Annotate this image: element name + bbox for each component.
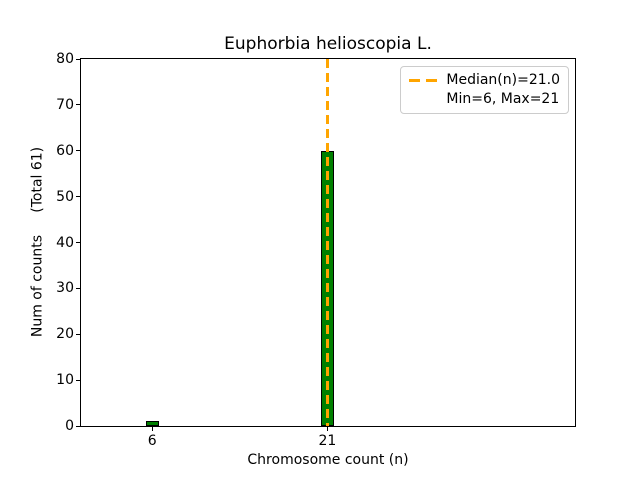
y-tick-mark [76,150,80,152]
y-tick-mark [76,287,80,289]
y-tick-label: 50 [56,188,74,205]
y-tick-label: 60 [56,142,74,159]
legend-row-median: Median(n)=21.0 [409,71,560,90]
median-dashed-line-icon [409,79,438,82]
y-tick-mark [76,379,80,381]
y-tick-label: 20 [56,326,74,343]
legend-label-minmax: Min=6, Max=21 [446,91,560,107]
x-tick-label: 6 [147,433,157,449]
x-tick-mark [151,427,153,431]
y-tick-mark [76,425,80,427]
chart-title: Euphorbia helioscopia L. [224,34,432,54]
median-line [325,59,329,426]
plot-area [76,58,576,431]
y-tick-mark [76,104,80,106]
x-axis-label: Chromosome count (n) [247,452,409,468]
x-tick-mark [326,427,328,431]
legend-label-median: Median(n)=21.0 [446,72,560,88]
y-tick-label: 80 [56,51,74,67]
y-tick-label: 0 [65,418,74,434]
y-tick-mark [76,242,80,243]
bar [145,421,159,426]
y-tick-mark [76,333,80,335]
y-tick-label: 40 [56,234,74,251]
y-tick-label: 30 [56,280,74,297]
y-tick-mark [76,196,80,198]
x-tick-label: 21 [318,433,337,449]
y-tick-label: 10 [56,372,74,389]
legend-row-minmax: Min=6, Max=21 [409,90,560,109]
y-tick-mark [76,58,80,60]
legend: Median(n)=21.0 Min=6, Max=21 [400,66,569,114]
y-tick-label: 70 [56,96,74,113]
